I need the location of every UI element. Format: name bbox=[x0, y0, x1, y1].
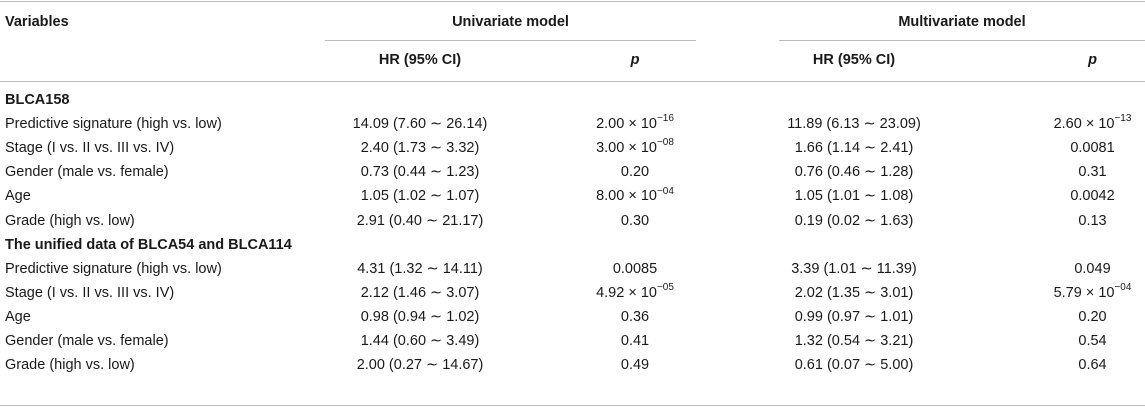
row-uni-hr: 1.05 (1.02 ∼ 1.07) bbox=[360, 188, 480, 205]
header-multivariate: Multivariate model bbox=[898, 14, 1026, 30]
row-uni-p: 8.00 × 10−04 bbox=[560, 186, 710, 206]
row-multi-p: 0.54 bbox=[1010, 331, 1145, 351]
row-uni-p: 0.20 bbox=[560, 162, 710, 182]
row-variable: Gender (male vs. female) bbox=[5, 333, 169, 349]
row-multi-p: 0.13 bbox=[1010, 211, 1145, 231]
row-uni-p: 2.00 × 10−16 bbox=[560, 114, 710, 134]
row-uni-p-exponent: −08 bbox=[656, 137, 674, 149]
row-uni-p: 4.92 × 10−05 bbox=[560, 281, 710, 303]
row-uni-p-value: 0.30 bbox=[620, 212, 650, 229]
row-multi-p-value: 0.54 bbox=[1078, 333, 1107, 349]
row-uni-p-value: 2.00 × 10 bbox=[596, 116, 657, 133]
header-multi-hr: HR (95% CI) bbox=[812, 52, 896, 68]
row-uni-hr: 0.98 (0.94 ∼ 1.02) bbox=[360, 308, 480, 325]
row-variable: Grade (high vs. low) bbox=[5, 357, 135, 374]
row-uni-p-value: 0.0085 bbox=[612, 260, 658, 277]
row-uni-p-exponent: −16 bbox=[656, 113, 674, 125]
row-uni-p: 0.0085 bbox=[560, 259, 710, 279]
header-univariate: Univariate model bbox=[452, 14, 569, 30]
section-title: The unified data of BLCA54 and BLCA114 bbox=[5, 236, 292, 253]
header-uni-p: p bbox=[630, 52, 640, 68]
row-multi-p: 0.31 bbox=[1010, 162, 1145, 182]
row-multi-p-exponent: −04 bbox=[1114, 281, 1132, 293]
header-uni-hr: HR (95% CI) bbox=[378, 52, 462, 68]
row-multi-hr: 2.02 (1.35 ∼ 3.01) bbox=[794, 284, 914, 301]
row-uni-p: 0.36 bbox=[560, 307, 710, 327]
row-multi-hr: 1.05 (1.01 ∼ 1.08) bbox=[794, 188, 914, 205]
row-multi-p-value: 0.64 bbox=[1078, 357, 1107, 374]
row-variable: Predictive signature (high vs. low) bbox=[5, 260, 222, 277]
row-multi-p-value: 0.049 bbox=[1074, 260, 1111, 277]
header-bottom-rule bbox=[0, 81, 1145, 82]
row-uni-hr: 2.91 (0.40 ∼ 21.17) bbox=[356, 212, 484, 229]
row-multi-p-exponent: −13 bbox=[1114, 113, 1132, 125]
row-multi-p: 2.60 × 10−13 bbox=[1010, 114, 1145, 134]
row-multi-hr: 11.89 (6.13 ∼ 23.09) bbox=[787, 116, 921, 133]
row-uni-hr: 2.12 (1.46 ∼ 3.07) bbox=[360, 284, 480, 301]
row-multi-hr: 0.99 (0.97 ∼ 1.01) bbox=[794, 308, 914, 325]
univariate-underline bbox=[325, 40, 696, 41]
row-uni-hr: 14.09 (7.60 ∼ 26.14) bbox=[352, 116, 488, 133]
row-variable: Stage (I vs. II vs. III vs. IV) bbox=[5, 140, 175, 157]
row-uni-hr: 2.00 (0.27 ∼ 14.67) bbox=[356, 357, 484, 374]
row-variable: Age bbox=[5, 308, 31, 325]
row-multi-hr: 0.76 (0.46 ∼ 1.28) bbox=[794, 164, 914, 181]
row-multi-hr: 1.32 (0.54 ∼ 3.21) bbox=[794, 333, 914, 349]
row-uni-p: 0.41 bbox=[560, 331, 710, 351]
header-multi-p: p bbox=[1088, 52, 1097, 68]
row-multi-p-value: 2.60 × 10 bbox=[1053, 116, 1115, 133]
top-rule bbox=[0, 1, 1145, 2]
row-uni-hr: 0.73 (0.44 ∼ 1.23) bbox=[360, 164, 480, 181]
row-multi-p: 0.64 bbox=[1010, 355, 1145, 375]
row-multi-p-value: 0.31 bbox=[1078, 164, 1107, 181]
section-title: BLCA158 bbox=[5, 92, 70, 108]
row-uni-p-value: 0.20 bbox=[620, 164, 650, 181]
row-multi-hr: 3.39 (1.01 ∼ 11.39) bbox=[791, 260, 917, 277]
row-uni-p: 0.30 bbox=[560, 211, 710, 231]
header-variables: Variables bbox=[5, 14, 69, 30]
row-multi-p-value: 0.13 bbox=[1078, 212, 1107, 229]
multivariate-underline bbox=[779, 40, 1145, 41]
row-uni-p-value: 0.49 bbox=[620, 357, 650, 374]
row-uni-p-value: 3.00 × 10 bbox=[596, 140, 657, 157]
bottom-rule bbox=[0, 405, 1145, 406]
row-multi-p-value: 0.0081 bbox=[1070, 140, 1115, 157]
row-multi-p: 0.20 bbox=[1010, 307, 1145, 327]
row-variable: Gender (male vs. female) bbox=[5, 164, 169, 181]
row-variable: Stage (I vs. II vs. III vs. IV) bbox=[5, 284, 175, 301]
row-uni-p-exponent: −05 bbox=[656, 281, 674, 293]
row-uni-p-value: 8.00 × 10 bbox=[596, 188, 657, 205]
row-variable: Age bbox=[5, 188, 31, 205]
row-uni-hr: 1.44 (0.60 ∼ 3.49) bbox=[360, 333, 480, 349]
row-variable: Grade (high vs. low) bbox=[5, 212, 135, 229]
row-multi-p: 5.79 × 10−04 bbox=[1010, 281, 1145, 303]
row-multi-hr: 0.61 (0.07 ∼ 5.00) bbox=[794, 357, 914, 374]
row-uni-hr: 2.40 (1.73 ∼ 3.32) bbox=[360, 140, 480, 157]
row-uni-p: 3.00 × 10−08 bbox=[560, 138, 710, 158]
row-multi-p-value: 0.20 bbox=[1078, 308, 1107, 325]
row-uni-p-exponent: −04 bbox=[656, 185, 674, 197]
row-multi-p: 0.0042 bbox=[1010, 186, 1145, 206]
row-multi-hr: 1.66 (1.14 ∼ 2.41) bbox=[794, 140, 914, 157]
row-uni-p-value: 4.92 × 10 bbox=[596, 284, 657, 301]
row-variable: Predictive signature (high vs. low) bbox=[5, 116, 222, 133]
row-multi-p-value: 0.0042 bbox=[1070, 188, 1115, 205]
row-uni-p: 0.49 bbox=[560, 355, 710, 375]
row-uni-hr: 4.31 (1.32 ∼ 14.11) bbox=[357, 260, 483, 277]
row-multi-p: 0.049 bbox=[1010, 259, 1145, 279]
row-multi-p-value: 5.79 × 10 bbox=[1053, 284, 1115, 301]
row-multi-p: 0.0081 bbox=[1010, 138, 1145, 158]
row-multi-hr: 0.19 (0.02 ∼ 1.63) bbox=[794, 212, 914, 229]
row-uni-p-value: 0.41 bbox=[620, 333, 650, 349]
row-uni-p-value: 0.36 bbox=[620, 308, 650, 325]
